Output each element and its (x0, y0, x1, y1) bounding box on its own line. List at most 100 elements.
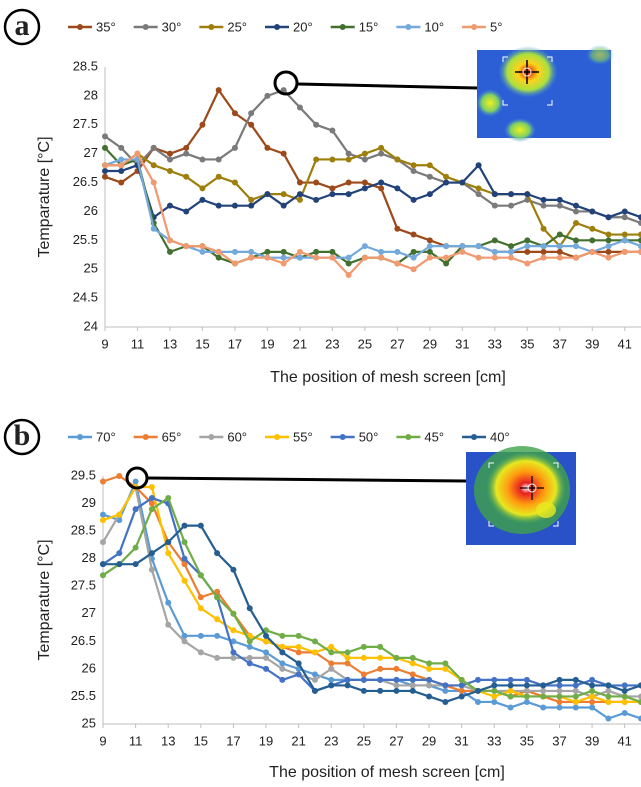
y-tick-label: 28 (84, 87, 98, 102)
data-point (296, 179, 303, 186)
data-point (394, 260, 401, 267)
data-point (556, 676, 563, 683)
data-point (181, 555, 188, 562)
data-point (118, 162, 125, 169)
data-point (443, 260, 450, 267)
legend-marker (142, 24, 149, 30)
legend-marker (339, 434, 346, 440)
x-tick-label: 35 (520, 336, 534, 351)
data-point (215, 87, 222, 94)
x-tick-label: 9 (101, 336, 108, 351)
data-point (231, 248, 238, 255)
data-point (378, 185, 385, 192)
data-point (426, 682, 433, 689)
data-point (378, 179, 385, 186)
data-point (361, 254, 368, 261)
y-tick-label: 29.5 (71, 467, 96, 482)
data-point (573, 220, 580, 226)
data-point (491, 693, 498, 700)
data-point (573, 254, 580, 261)
data-point (409, 676, 416, 683)
x-tick-label: 15 (194, 733, 208, 748)
data-point (621, 248, 628, 255)
data-point (118, 168, 125, 174)
x-tick-label: 33 (488, 336, 502, 351)
data-point (410, 196, 417, 203)
data-point (426, 665, 433, 672)
data-point (621, 693, 628, 700)
data-point (214, 588, 221, 595)
series-line (104, 89, 641, 225)
thermal-inset-b (125, 446, 576, 545)
legend-marker (274, 434, 281, 440)
data-point (279, 676, 286, 683)
data-point (181, 638, 188, 645)
data-point (150, 144, 157, 151)
data-point (230, 649, 237, 656)
data-point (442, 687, 449, 694)
panel-badge (3, 8, 41, 46)
data-point (199, 185, 206, 192)
x-tick-label: 21 (291, 733, 305, 748)
data-point (605, 248, 612, 255)
data-point (165, 495, 172, 502)
x-tick-label: 11 (129, 733, 143, 748)
data-point (264, 191, 271, 198)
data-point (197, 649, 204, 656)
y-tick-label: 24 (84, 318, 98, 333)
data-point (344, 649, 351, 656)
data-point (426, 254, 433, 261)
data-point (475, 162, 482, 169)
data-point (246, 605, 253, 612)
data-point (377, 676, 384, 683)
data-point (605, 231, 612, 238)
data-point (377, 643, 384, 650)
x-tick-label: 13 (161, 733, 175, 748)
data-point (605, 214, 612, 221)
legend-label: 70° (96, 429, 116, 444)
legend-marker (405, 24, 412, 30)
data-point (361, 156, 368, 163)
data-point (345, 179, 352, 186)
data-point (279, 632, 286, 639)
data-point (248, 248, 255, 255)
legend-label: 5° (490, 19, 502, 34)
legend-label: 65° (162, 429, 182, 444)
data-point (148, 500, 155, 507)
data-point (328, 682, 335, 689)
data-point (556, 693, 563, 700)
data-point (491, 202, 498, 209)
data-point (378, 254, 385, 261)
data-point (409, 660, 416, 667)
data-point (540, 704, 547, 711)
legend-marker (208, 434, 215, 440)
series-line (102, 474, 641, 704)
data-point (344, 660, 351, 667)
data-point (524, 243, 531, 250)
data-point (378, 150, 385, 157)
data-point (199, 121, 206, 128)
data-point (638, 682, 641, 689)
data-point (100, 478, 106, 485)
data-point (263, 649, 270, 656)
legend-label: 25° (227, 19, 247, 34)
data-point (360, 671, 367, 678)
data-point (621, 682, 628, 689)
x-tick-label: 21 (293, 336, 307, 351)
y-tick-label: 26 (84, 203, 98, 218)
x-tick-label: 37 (553, 336, 567, 351)
data-point (295, 632, 302, 639)
data-point (442, 698, 449, 705)
data-point (197, 522, 204, 529)
data-point (328, 649, 335, 656)
data-point (165, 539, 172, 546)
legend-label: 10° (424, 19, 444, 34)
data-point (589, 237, 596, 244)
data-point (410, 162, 417, 169)
data-point (246, 638, 253, 645)
y-tick-label: 26 (82, 660, 96, 675)
data-point (638, 231, 641, 238)
data-point (621, 698, 628, 705)
data-point (475, 191, 482, 198)
